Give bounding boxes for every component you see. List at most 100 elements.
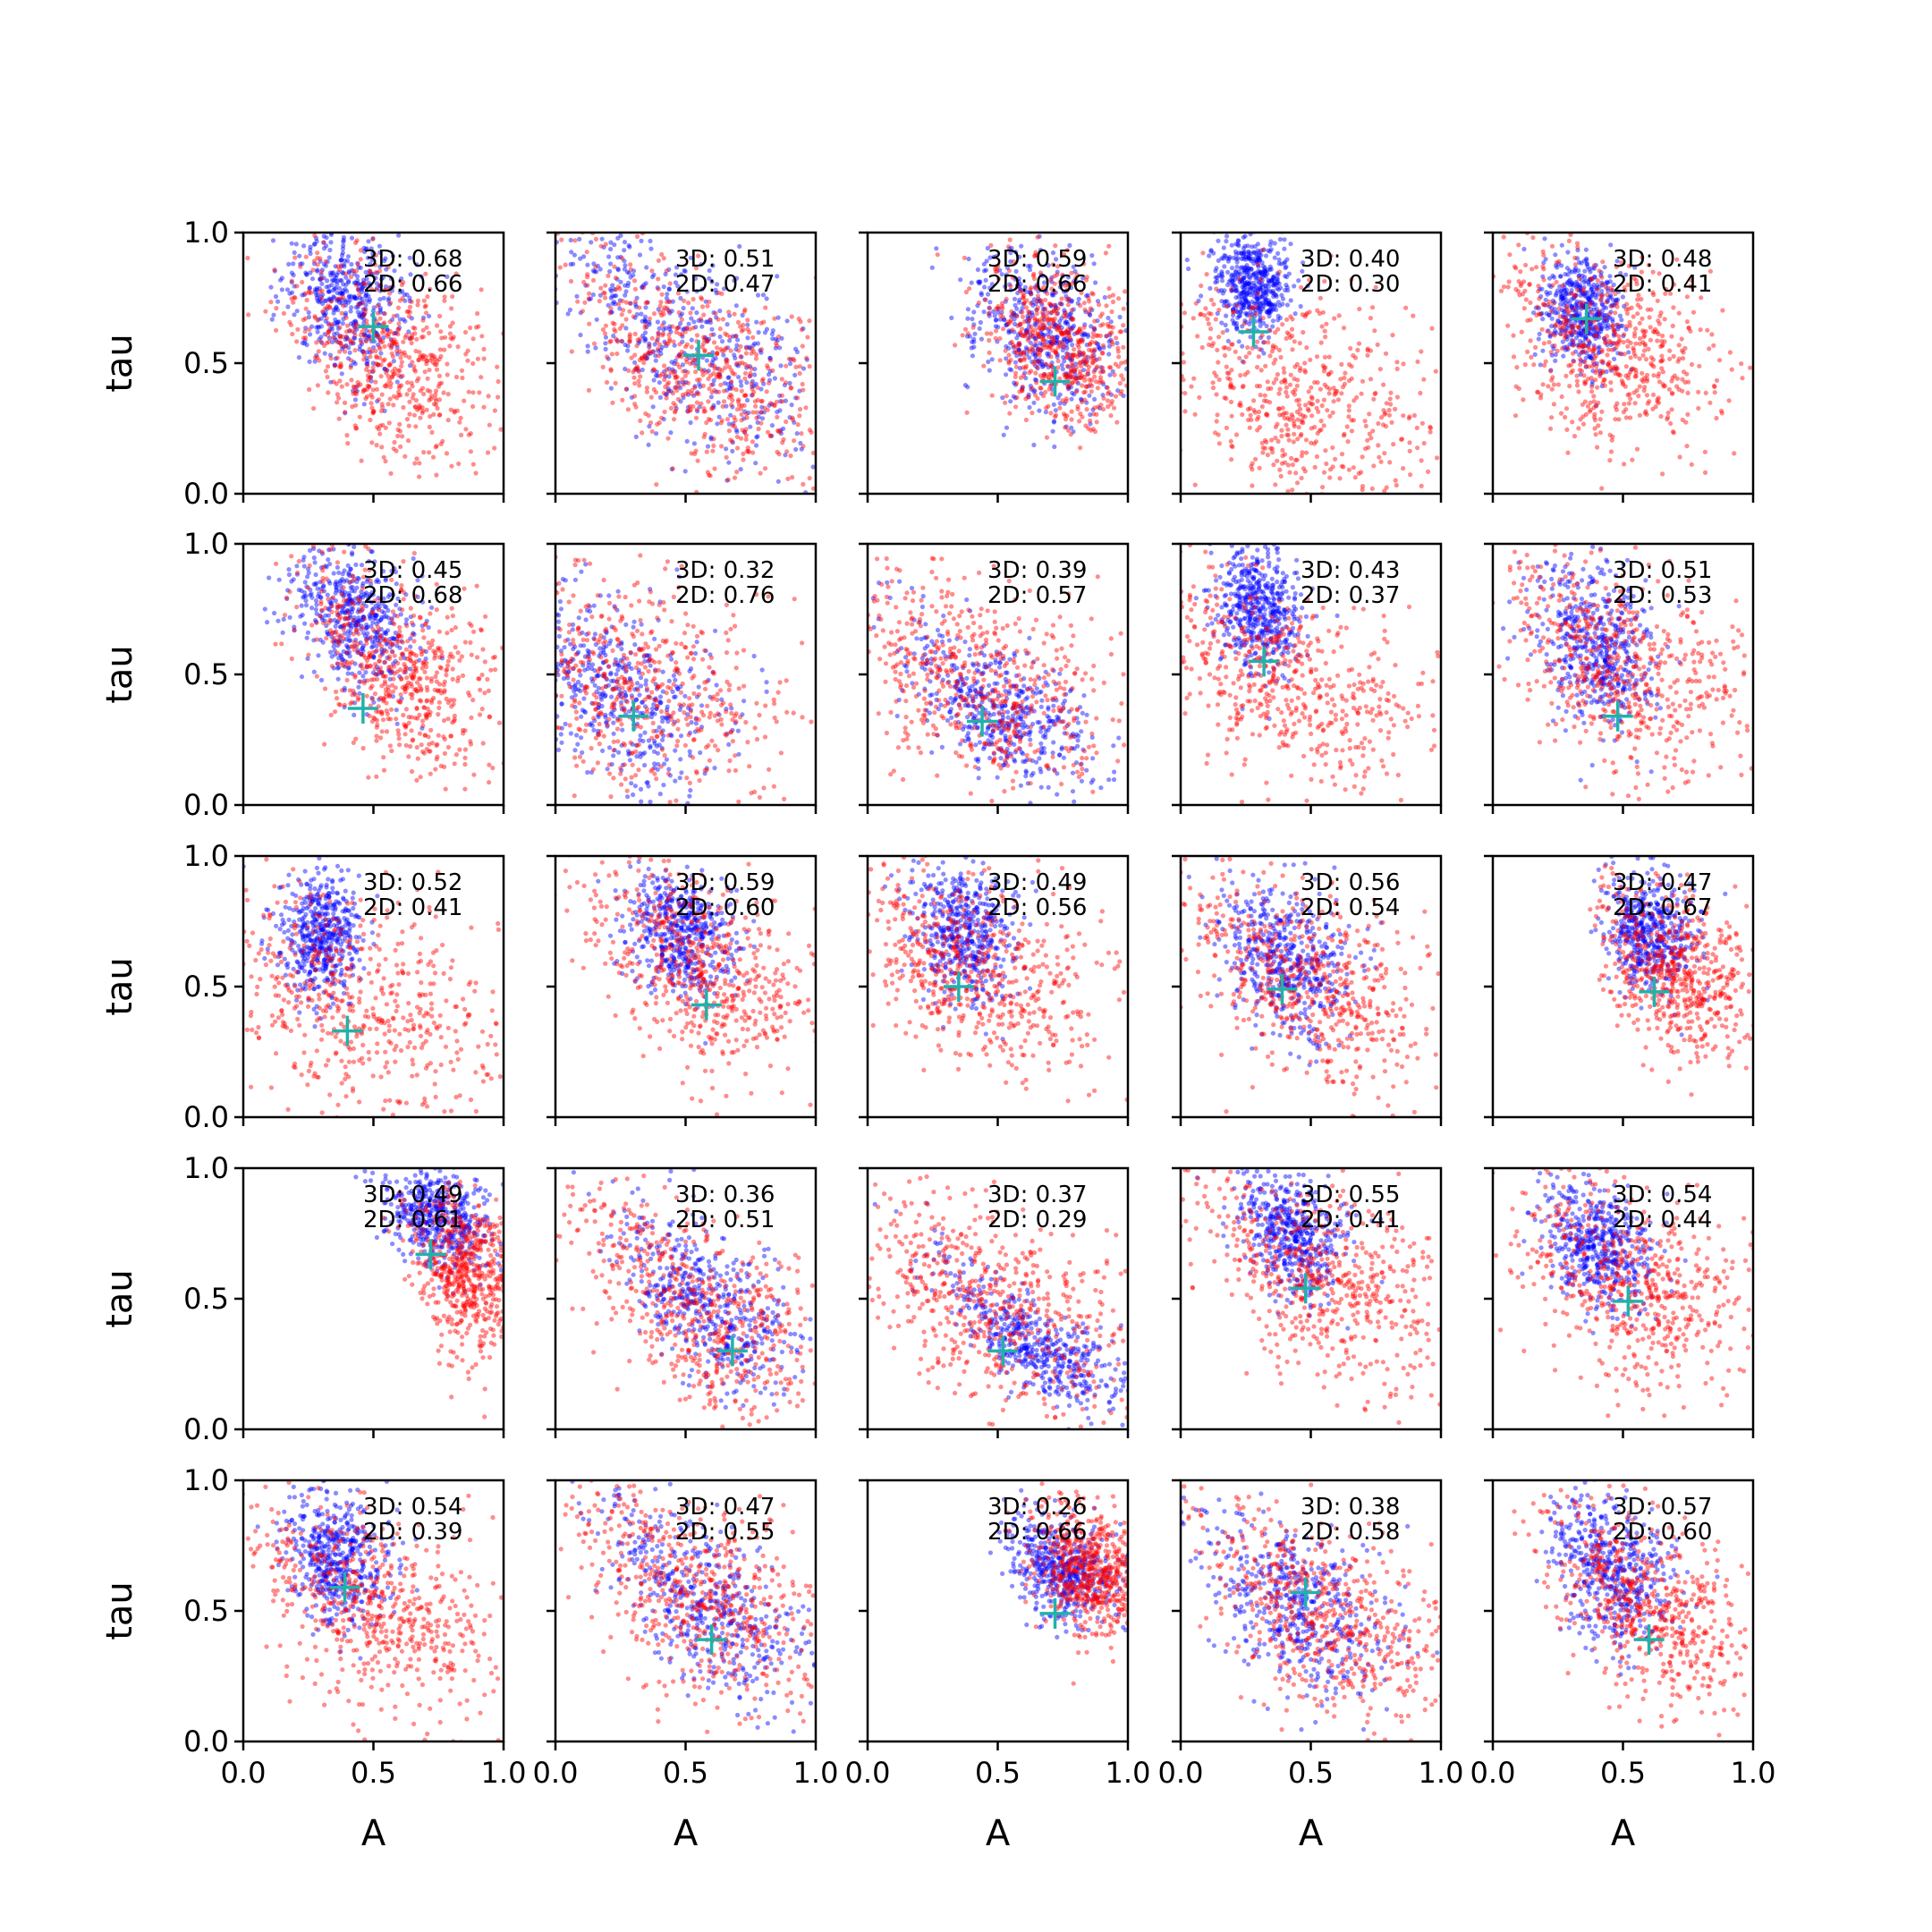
point-2d [658,300,664,305]
point-2d [1031,276,1038,282]
point-2d [1442,333,1446,337]
point-3d [666,267,672,272]
point-2d [382,357,387,362]
point-3d [1248,257,1253,262]
point-2d [740,428,745,433]
point-3d [334,337,339,343]
point-3d [399,276,404,282]
point-2d [721,388,727,394]
point-2d [377,344,382,350]
point-3d [377,309,383,315]
point-3d [682,268,688,274]
point-2d [1081,357,1087,362]
point-3d [1536,336,1541,342]
point-3d [1569,342,1575,347]
point-3d [1605,279,1610,284]
point-2d [396,389,402,394]
point-2d [1303,437,1309,443]
point-2d [1036,335,1041,340]
point-2d [370,365,376,370]
point-3d [1544,290,1549,295]
point-2d [358,382,363,387]
point-2d [1271,360,1276,366]
point-2d [675,384,682,389]
point-2d [1065,302,1071,308]
point-2d [647,349,653,354]
point-3d [1579,303,1584,309]
point-2d [1365,348,1370,353]
point-3d [339,252,345,258]
point-3d [1292,284,1297,289]
point-3d [369,369,376,375]
point-2d [311,406,317,411]
point-2d [777,429,783,435]
point-2d [289,296,294,301]
point-3d [1263,283,1268,288]
panel-points [555,233,816,494]
point-3d [1229,266,1235,271]
point-3d [673,280,679,285]
point-2d [323,306,328,311]
point-3d [708,320,714,326]
point-2d [442,347,447,352]
point-3d [615,267,622,273]
point-3d [1053,302,1058,308]
point-2d [649,268,655,274]
point-3d [1251,271,1257,276]
point-2d [387,385,394,390]
point-2d [1021,352,1027,357]
point-3d [1051,402,1056,407]
point-3d [317,336,322,343]
point-2d [405,309,411,314]
point-2d [586,296,591,301]
point-3d [613,301,618,307]
point-2d [1098,323,1104,328]
point-2d [1021,300,1027,306]
point-3d [1582,290,1589,295]
point-2d [1301,413,1306,419]
point-2d [628,262,633,267]
point-2d [1097,333,1103,338]
point-2d [1671,353,1676,359]
point-2d [428,396,434,402]
point-3d [289,279,294,285]
point-3d [977,279,982,284]
point-3d [1090,407,1096,412]
point-3d [1264,309,1269,315]
point-2d [1065,373,1071,378]
point-3d [292,312,297,318]
point-2d [381,328,386,334]
point-2d [1250,461,1255,466]
point-3d [352,295,358,301]
point-3d [343,275,349,280]
point-3d [1554,291,1559,296]
point-3d [721,352,726,358]
point-3d [1046,353,1051,359]
point-2d [368,417,373,423]
point-3d [1259,260,1265,266]
point-2d [382,320,387,326]
point-3d [1601,304,1606,309]
point-2d [373,269,378,275]
point-2d [386,362,392,368]
point-3d [1064,351,1070,356]
point-3d [320,292,326,298]
point-2d [1631,334,1638,339]
point-3d [1216,258,1221,263]
point-3d [644,265,649,270]
point-2d [377,335,382,340]
point-2d [1335,388,1340,394]
point-3d [1020,306,1025,311]
point-2d [1243,354,1249,360]
point-2d [389,342,394,347]
point-3d [1578,358,1583,363]
point-2d [667,299,673,305]
point-2d [702,348,708,354]
point-2d [1375,342,1380,347]
point-2d [608,306,614,311]
point-2d [1107,331,1113,336]
point-3d [1012,296,1018,301]
point-3d [327,247,333,253]
point-3d [703,299,708,304]
point-2d [1216,360,1221,365]
